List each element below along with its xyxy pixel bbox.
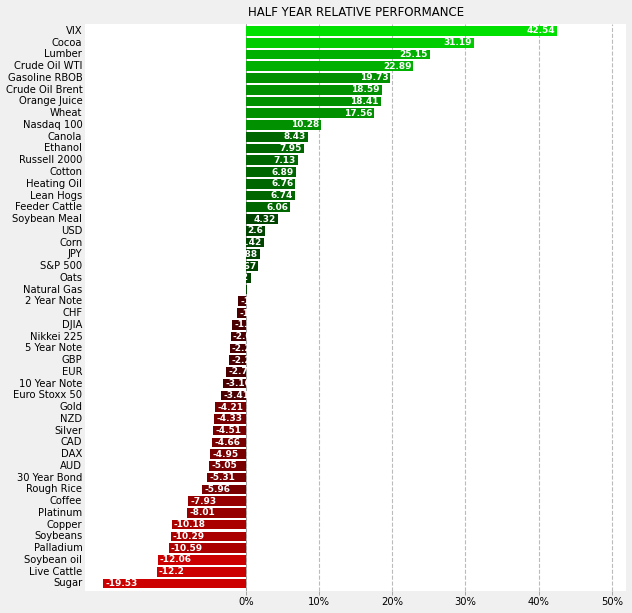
Bar — [246, 156, 298, 165]
Bar — [246, 261, 258, 271]
Bar — [246, 120, 321, 130]
Bar — [157, 567, 246, 576]
Bar — [246, 26, 557, 36]
Bar — [246, 179, 296, 189]
Bar — [231, 332, 246, 341]
Text: -3.41: -3.41 — [223, 391, 249, 400]
Text: 18.59: 18.59 — [351, 85, 380, 94]
Bar — [210, 449, 246, 459]
Text: -2.24: -2.24 — [232, 344, 258, 353]
Bar — [246, 226, 265, 235]
Bar — [246, 214, 277, 224]
Text: -10.59: -10.59 — [171, 544, 203, 553]
Text: -1.07: -1.07 — [240, 297, 266, 306]
Bar — [171, 520, 246, 530]
Bar — [226, 367, 246, 376]
Bar — [246, 61, 413, 71]
Bar — [246, 191, 295, 200]
Bar — [223, 379, 246, 389]
Text: -1.88: -1.88 — [234, 321, 260, 329]
Bar — [229, 343, 246, 353]
Bar — [246, 97, 380, 106]
Bar — [246, 109, 375, 118]
Bar — [246, 50, 430, 59]
Bar — [188, 508, 246, 518]
Bar — [246, 73, 391, 83]
Text: 6.06: 6.06 — [266, 203, 288, 211]
Bar — [246, 132, 308, 142]
Bar — [246, 143, 304, 153]
Bar — [209, 461, 246, 471]
Text: 17.56: 17.56 — [344, 109, 372, 118]
Text: -2.73: -2.73 — [228, 367, 254, 376]
Bar — [171, 531, 246, 541]
Text: -4.33: -4.33 — [217, 414, 243, 424]
Text: -4.66: -4.66 — [214, 438, 240, 447]
Bar — [238, 297, 246, 306]
Text: -5.96: -5.96 — [205, 485, 231, 494]
Text: -5.31: -5.31 — [209, 473, 235, 482]
Text: -12.2: -12.2 — [159, 567, 185, 576]
Text: 6.74: 6.74 — [270, 191, 293, 200]
Text: 6.76: 6.76 — [271, 179, 293, 188]
Text: -5.05: -5.05 — [211, 462, 237, 470]
Text: -7.93: -7.93 — [190, 497, 216, 506]
Text: -10.29: -10.29 — [173, 532, 205, 541]
Text: 6.89: 6.89 — [272, 167, 295, 177]
Text: -4.51: -4.51 — [216, 426, 241, 435]
Bar — [246, 85, 382, 94]
Bar — [221, 390, 246, 400]
Bar — [233, 320, 246, 330]
Text: -8.01: -8.01 — [190, 508, 216, 517]
Text: 2.42: 2.42 — [240, 238, 262, 247]
Bar — [229, 356, 246, 365]
Text: 0.62: 0.62 — [226, 273, 248, 283]
Text: 22.89: 22.89 — [383, 62, 411, 70]
Bar — [237, 308, 246, 318]
Text: -4.21: -4.21 — [217, 403, 243, 411]
Text: -4.95: -4.95 — [212, 450, 238, 459]
Text: -1.23: -1.23 — [240, 308, 265, 318]
Bar — [103, 579, 246, 588]
Text: 18.41: 18.41 — [350, 97, 379, 106]
Text: 8.43: 8.43 — [283, 132, 305, 141]
Bar — [246, 285, 247, 294]
Bar — [213, 426, 246, 435]
Bar — [207, 473, 246, 482]
Text: 10.28: 10.28 — [291, 121, 319, 129]
Bar — [158, 555, 246, 565]
Text: 1.67: 1.67 — [234, 262, 256, 270]
Bar — [246, 202, 290, 212]
Text: 7.95: 7.95 — [279, 144, 302, 153]
Text: 7.13: 7.13 — [274, 156, 296, 165]
Text: 19.73: 19.73 — [360, 74, 388, 83]
Text: 31.19: 31.19 — [444, 38, 472, 47]
Text: 4.32: 4.32 — [253, 215, 276, 224]
Text: -12.06: -12.06 — [160, 555, 192, 565]
Bar — [246, 249, 260, 259]
Bar — [246, 273, 250, 283]
Text: -3.16: -3.16 — [225, 379, 251, 388]
Bar — [246, 238, 264, 248]
Text: -2.09: -2.09 — [233, 332, 259, 341]
Text: 2.6: 2.6 — [247, 226, 263, 235]
Bar — [188, 497, 246, 506]
Bar — [246, 38, 474, 48]
Bar — [202, 485, 246, 494]
Text: -19.53: -19.53 — [106, 579, 138, 588]
Bar — [169, 543, 246, 553]
Bar — [212, 438, 246, 447]
Text: 42.54: 42.54 — [526, 26, 555, 36]
Title: HALF YEAR RELATIVE PERFORMANCE: HALF YEAR RELATIVE PERFORMANCE — [248, 6, 464, 18]
Bar — [214, 414, 246, 424]
Text: 0.17: 0.17 — [223, 285, 245, 294]
Text: -2.26: -2.26 — [232, 356, 258, 365]
Bar — [216, 402, 246, 412]
Text: -10.18: -10.18 — [174, 520, 206, 529]
Text: 1.88: 1.88 — [236, 249, 258, 259]
Text: 25.15: 25.15 — [399, 50, 428, 59]
Bar — [246, 167, 296, 177]
